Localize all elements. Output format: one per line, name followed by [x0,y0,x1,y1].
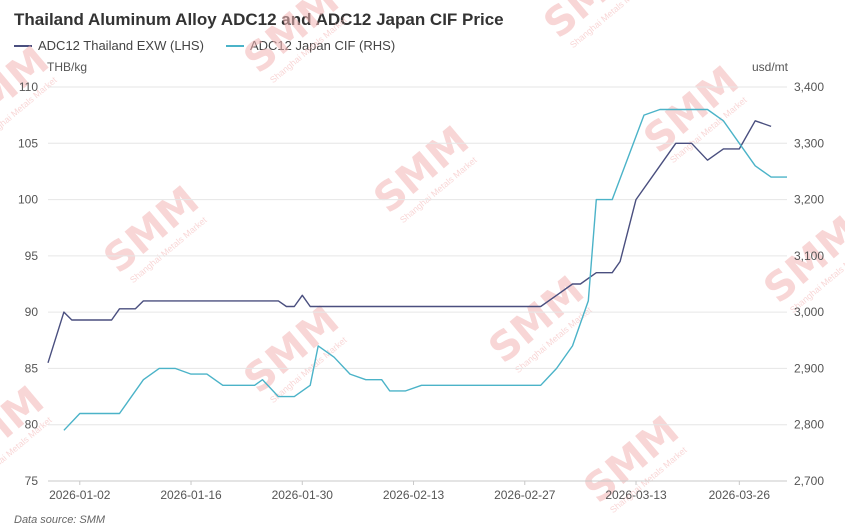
data-source: Data source: SMM [14,514,106,526]
y-right-tick-label: 2,800 [794,418,824,432]
x-tick-label: 2026-02-13 [383,488,445,502]
y-right-tick-label: 2,900 [794,361,824,375]
y-left-unit-label: THB/kg [47,60,88,74]
y-right-tick-label: 3,000 [794,305,824,319]
x-tick-label: 2026-01-30 [272,488,334,502]
legend-swatch-japan-cif [225,44,244,47]
y-left-tick-label: 95 [25,249,39,263]
y-right-tick-label: 3,400 [794,80,824,94]
y-left-tick-label: 80 [25,418,39,432]
y-right-tick-label: 3,100 [794,249,824,263]
y-right-tick-label: 3,200 [794,193,824,207]
x-tick-label: 2026-03-26 [709,488,771,502]
x-tick-label: 2026-02-27 [494,488,556,502]
y-left-tick-label: 100 [18,193,38,207]
x-tick-label: 2026-03-13 [605,488,667,502]
legend: ADC12 Thailand EXW (LHS) ADC12 Japan CIF… [14,38,395,53]
y-right-tick-label: 3,300 [794,136,824,150]
y-left-tick-label: 105 [18,136,38,150]
y-left-tick-label: 90 [25,305,39,319]
y-right-unit-label: usd/mt [751,60,788,74]
y-right-tick-label: 2,700 [794,474,824,488]
chart-title: Thailand Aluminum Alloy ADC12 and ADC12 … [14,10,504,29]
y-left-tick-label: 75 [25,474,39,488]
y-left-tick-label: 110 [19,80,38,94]
x-tick-label: 2026-01-02 [49,488,111,502]
legend-item-japan-cif[interactable]: ADC12 Japan CIF (RHS) [225,38,396,53]
legend-label-thailand-exw: ADC12 Thailand EXW (LHS) [38,38,204,53]
legend-swatch-thailand-exw [14,44,32,47]
series-line-japan-cif [63,108,787,431]
legend-label-japan-cif: ADC12 Japan CIF (RHS) [249,38,396,53]
legend-item-thailand-exw[interactable]: ADC12 Thailand EXW (LHS) [14,38,204,53]
y-left-tick-label: 85 [25,361,39,375]
x-tick-label: 2026-01-16 [160,488,222,502]
series-line-thailand-exw [47,120,772,364]
